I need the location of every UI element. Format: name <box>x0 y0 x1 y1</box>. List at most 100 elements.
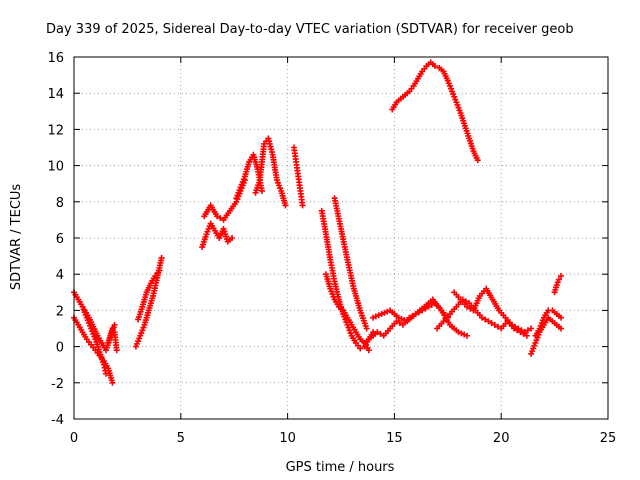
x-tick-label: 10 <box>279 431 296 446</box>
data-point <box>145 309 152 316</box>
data-point <box>461 331 468 338</box>
data-point <box>521 329 528 336</box>
data-point <box>512 323 519 330</box>
data-point <box>461 120 468 127</box>
data-point <box>438 320 445 327</box>
data-point <box>73 294 80 301</box>
x-tick-label: 20 <box>493 431 510 446</box>
data-point <box>210 225 217 232</box>
data-point <box>225 210 232 217</box>
data-point <box>372 330 379 337</box>
y-tick-label: 0 <box>56 341 64 356</box>
data-point <box>362 322 369 329</box>
x-tick-label: 0 <box>70 431 78 446</box>
data-point <box>140 324 147 331</box>
data-point <box>444 313 451 320</box>
data-point <box>355 342 362 349</box>
y-tick-label: 2 <box>56 304 64 319</box>
data-point <box>351 326 358 333</box>
data-point <box>528 325 535 332</box>
data-point <box>553 284 560 291</box>
y-tick-label: 12 <box>47 123 64 138</box>
data-point <box>551 320 558 327</box>
data-point <box>448 85 455 92</box>
data-point <box>85 339 92 346</box>
data-point <box>97 337 104 344</box>
data-point <box>485 318 492 325</box>
data-point <box>518 327 525 334</box>
data-point <box>494 305 501 312</box>
data-point <box>399 93 406 100</box>
data-point <box>342 312 349 319</box>
data-point <box>364 344 371 351</box>
data-point <box>539 317 546 324</box>
grid <box>74 57 608 419</box>
data-point <box>515 325 522 332</box>
x-axis-label: GPS time / hours <box>286 460 395 475</box>
data-point <box>524 327 531 334</box>
data-point <box>356 304 363 311</box>
chart-title: Day 339 of 2025, Sidereal Day-to-day VTE… <box>46 22 574 37</box>
data-point <box>108 377 115 384</box>
y-tick-label: -4 <box>51 413 64 428</box>
data-point <box>158 257 165 264</box>
data-point <box>93 330 100 337</box>
data-point <box>142 291 149 298</box>
data-point <box>106 335 113 342</box>
data-point <box>330 293 337 300</box>
data-point <box>392 101 399 108</box>
data-point <box>351 337 358 344</box>
data-point <box>337 223 344 230</box>
data-point <box>326 283 333 290</box>
data-point <box>154 270 161 277</box>
data-point <box>268 149 275 156</box>
data-point <box>212 211 219 218</box>
axes: 0 5 10 15 20 25 -4 -2 0 2 4 6 8 10 12 14 16 <box>47 51 616 446</box>
data-point <box>296 185 303 192</box>
data-point <box>334 301 341 308</box>
data-point <box>260 143 267 150</box>
x-tick-label: 25 <box>600 431 617 446</box>
data-point <box>443 75 450 82</box>
data-point <box>453 327 460 334</box>
data-point <box>531 342 538 349</box>
data-point <box>547 316 554 323</box>
data-point <box>113 344 120 351</box>
data-point <box>417 70 424 77</box>
y-tick-label: 10 <box>47 160 64 175</box>
data-point <box>338 305 344 312</box>
data-point <box>365 336 372 343</box>
data-point <box>377 330 384 337</box>
y-tick-label: 6 <box>56 232 64 247</box>
data-point <box>322 228 329 235</box>
data-point <box>455 294 462 301</box>
data-point <box>236 187 243 194</box>
data-point <box>226 236 233 243</box>
data-point <box>473 154 480 161</box>
data-point <box>294 170 301 177</box>
data-point <box>103 362 110 369</box>
y-tick-label: 4 <box>56 268 64 283</box>
data-point <box>523 332 530 339</box>
data-point <box>452 96 459 103</box>
data-point <box>404 90 411 97</box>
data-point <box>410 312 417 319</box>
data-point <box>299 199 306 206</box>
data-point <box>482 316 489 323</box>
data-point <box>73 319 80 326</box>
data-point <box>428 301 435 308</box>
data-points <box>71 59 565 386</box>
data-point <box>555 323 562 330</box>
data-point <box>436 305 443 312</box>
y-tick-label: 16 <box>47 51 64 66</box>
data-point <box>326 254 333 261</box>
data-point <box>98 355 105 362</box>
data-point <box>82 333 89 340</box>
data-point <box>343 254 350 261</box>
data-point <box>89 321 96 328</box>
data-point <box>500 312 507 319</box>
data-point <box>535 327 542 334</box>
data-point <box>281 200 288 207</box>
